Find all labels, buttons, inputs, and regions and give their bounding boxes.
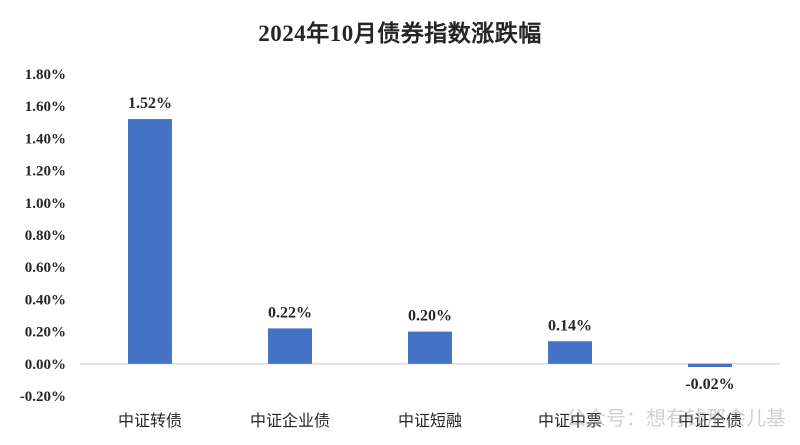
- x-category-label: 中证全债: [678, 411, 742, 430]
- x-category-label: 中证中票: [538, 411, 602, 430]
- y-tick-label: 1.20%: [25, 164, 66, 180]
- bar: [548, 341, 592, 364]
- bar-value-label: 0.20%: [408, 308, 452, 325]
- y-tick-label: 1.40%: [25, 131, 66, 147]
- bar-value-label: 1.52%: [128, 95, 172, 112]
- x-category-label: 中证短融: [398, 411, 462, 430]
- bar-value-label: 0.14%: [548, 317, 592, 334]
- y-tick-label: 0.00%: [25, 357, 66, 373]
- bar-value-label: 0.22%: [268, 304, 312, 321]
- y-tick-label: -0.20%: [20, 389, 66, 405]
- x-axis-categories: 中证转债 中证企业债 中证短融 中证中票 中证全债: [118, 411, 742, 430]
- y-tick-label: 0.80%: [25, 228, 66, 244]
- bar: [128, 119, 172, 364]
- x-category-label: 中证转债: [118, 411, 182, 430]
- bar-value-label: -0.02%: [685, 376, 734, 393]
- x-category-label: 中证企业债: [250, 411, 330, 430]
- data-labels: 1.52% 0.22% 0.20% 0.14% -0.02%: [128, 95, 735, 393]
- y-tick-label: 1.80%: [25, 67, 66, 83]
- y-tick-label: 0.60%: [25, 260, 66, 276]
- chart-title: 2024年10月债券指数涨跌幅: [258, 21, 542, 46]
- bars: [128, 119, 732, 368]
- bar: [408, 331, 452, 364]
- y-tick-label: 1.00%: [25, 196, 66, 212]
- y-tick-label: 1.60%: [25, 99, 66, 115]
- y-axis: -0.20% 0.00% 0.20% 0.40% 0.60% 0.80% 1.00% 1.20…: [20, 67, 66, 405]
- bar: [268, 328, 312, 364]
- bar: [688, 363, 732, 368]
- y-tick-label: 0.20%: [25, 325, 66, 341]
- watermark: 公众号：想有钱那会儿基: [566, 406, 786, 430]
- y-tick-label: 0.40%: [25, 292, 66, 308]
